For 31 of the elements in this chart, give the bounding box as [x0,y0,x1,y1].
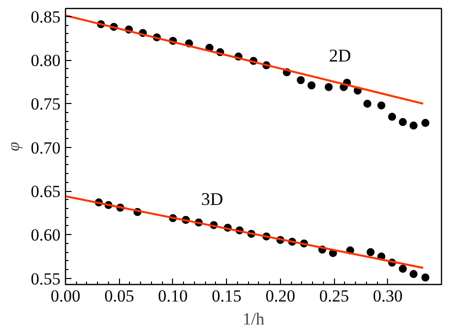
point [366,248,375,256]
y-tick-label: 0.75 [30,94,60,114]
point [410,122,418,130]
point [377,101,386,110]
y-axis-title: φ [4,142,23,152]
point [296,76,305,84]
x-tick-label: 0.15 [212,286,242,306]
x-tick-label: 0.05 [104,286,134,306]
annotation: 3D [201,188,224,209]
point [421,274,430,282]
y-tick-label: 0.70 [30,138,60,158]
point [398,118,407,126]
point [363,100,372,108]
x-tick-label: 0.25 [319,286,349,306]
point [388,112,396,121]
x-tick-label: 0.30 [372,286,403,306]
x-tick-label: 0.20 [265,286,296,306]
y-tick-label: 0.55 [30,269,60,288]
point [398,264,407,273]
x-axis-title: 1/h [242,310,265,328]
point [308,81,316,90]
y-tick-label: 0.80 [30,51,60,70]
y-tick-label: 0.85 [30,7,60,26]
x-tick-label: 0.10 [158,286,188,306]
y-tick-label: 0.65 [30,182,60,202]
point [421,118,430,127]
annotation: 2D [328,45,351,66]
y-tick-label: 0.60 [30,226,60,245]
point [410,270,418,278]
point [324,83,333,92]
x-tick-label: 0.00 [50,286,80,306]
